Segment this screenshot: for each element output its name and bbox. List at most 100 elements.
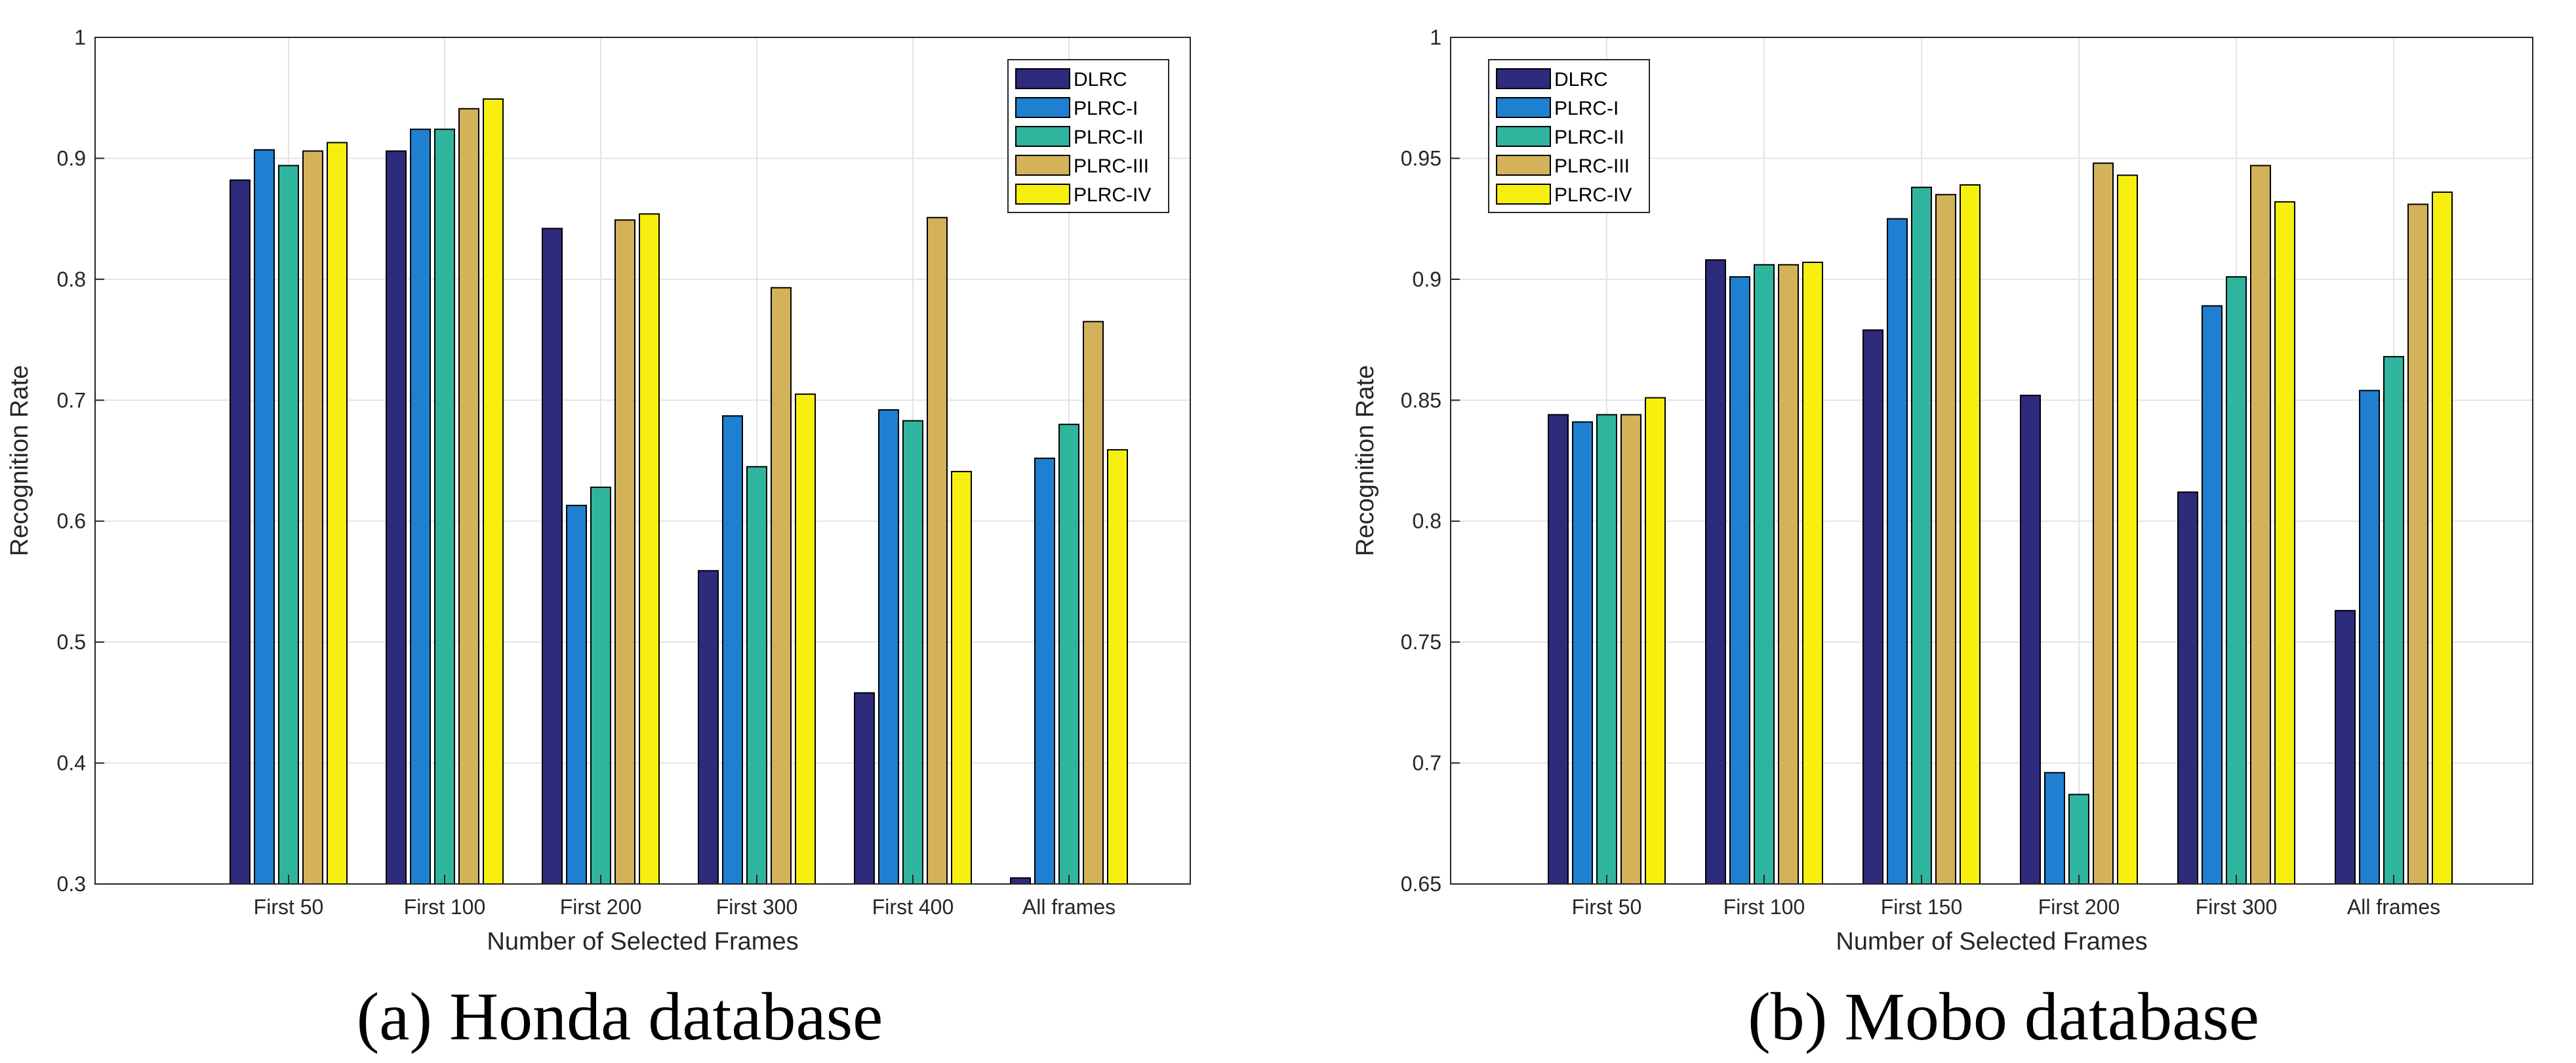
y-tick-label: 0.5	[57, 630, 86, 654]
legend: DLRC PLRC-I PLRC-II PLRC-III PLRC-IV	[1007, 59, 1169, 213]
legend-label-dlrc: DLRC	[1554, 69, 1608, 90]
x-axis-title: Number of Selected Frames	[487, 928, 798, 955]
bar-plrc-iii-first-300	[2250, 165, 2271, 885]
bar-dlrc-first-100	[386, 150, 407, 885]
chart-honda: 0.3 0.4 0.5 0.6 0.7 0.8 0.9 1 First 50 First 100 F…	[6, 26, 1191, 955]
bar-plrc-iv-first-150	[1960, 184, 1981, 885]
bar-plrc-iii-first-300	[771, 287, 792, 885]
x-tick-label: First 150	[1881, 895, 1962, 919]
bar-dlrc-first-200	[542, 228, 563, 885]
bar-plrc-iv-first-50	[1645, 397, 1666, 885]
x-tick-label: First 300	[2196, 895, 2277, 919]
x-tick-label: First 200	[2038, 895, 2120, 919]
bar-plrc-iv-first-200	[639, 213, 660, 885]
bar-dlrc-first-150	[1862, 329, 1883, 885]
legend-label-plrc-i: PLRC-I	[1554, 98, 1619, 119]
y-tick-label: 0.95	[1401, 146, 1441, 170]
bar-dlrc-first-300	[698, 570, 719, 885]
bar-plrc-iii-first-100	[1778, 264, 1799, 885]
bar-plrc-ii-all-frames	[2383, 355, 2404, 885]
bar-plrc-iv-first-300	[795, 393, 816, 885]
bar-plrc-iv-all-frames	[2432, 191, 2453, 885]
bar-plrc-iii-first-200	[2093, 162, 2114, 885]
axes-box	[94, 37, 1191, 885]
x-tick-label: First 300	[716, 895, 797, 919]
y-tick-label: 0.9	[57, 146, 86, 170]
bar-plrc-iii-all-frames	[2407, 203, 2428, 885]
y-tick-label: 0.7	[1413, 752, 1441, 775]
caption-honda: (a) Honda database	[357, 979, 883, 1054]
y-tick-label: 0.3	[57, 872, 86, 896]
bar-plrc-ii-first-300	[746, 466, 767, 885]
legend-swatch-plrc-ii	[1015, 126, 1070, 147]
bar-plrc-iv-all-frames	[1107, 449, 1128, 885]
x-tick-label: First 50	[1572, 895, 1642, 919]
legend-swatch-plrc-iv	[1015, 184, 1070, 205]
caption-mobo: (b) Mobo database	[1748, 979, 2259, 1054]
bar-plrc-i-first-150	[1887, 218, 1908, 885]
bar-plrc-i-first-50	[1572, 421, 1593, 885]
x-tick-label: All frames	[1022, 895, 1116, 919]
bar-plrc-ii-first-150	[1911, 186, 1932, 885]
legend-label-plrc-iii: PLRC-III	[1554, 155, 1630, 177]
y-tick-label: 0.65	[1401, 872, 1441, 896]
bar-plrc-iii-first-400	[927, 216, 948, 885]
bar-plrc-i-first-200	[566, 504, 587, 885]
legend-swatch-plrc-iii	[1015, 155, 1070, 176]
y-tick-label: 0.85	[1401, 388, 1441, 412]
bar-plrc-ii-first-50	[1596, 414, 1617, 885]
legend-swatch-dlrc	[1496, 68, 1551, 89]
x-tick-label: First 400	[872, 895, 954, 919]
x-tick-label: All frames	[2347, 895, 2440, 919]
y-tick-label: 0.6	[57, 510, 86, 533]
bar-dlrc-first-400	[854, 692, 875, 885]
bar-plrc-iii-first-50	[1620, 414, 1641, 885]
y-tick-label: 0.9	[1413, 268, 1441, 291]
y-axis-title: Recognition Rate	[1352, 365, 1379, 557]
bar-plrc-i-first-300	[722, 415, 743, 885]
y-tick-label: 1	[74, 26, 86, 49]
bar-dlrc-all-frames	[2335, 610, 2356, 885]
bar-plrc-iv-first-50	[327, 142, 348, 885]
bar-plrc-i-first-50	[254, 149, 275, 885]
legend-label-plrc-i: PLRC-I	[1074, 98, 1138, 119]
bar-dlrc-first-50	[1548, 414, 1569, 885]
bar-plrc-iv-first-400	[951, 471, 972, 885]
x-tick-label: First 100	[404, 895, 485, 919]
legend-label-plrc-iv: PLRC-IV	[1074, 184, 1151, 206]
bar-dlrc-first-100	[1705, 259, 1726, 885]
legend-label-dlrc: DLRC	[1074, 69, 1127, 90]
legend-swatch-plrc-i	[1015, 97, 1070, 118]
axes-box	[1450, 37, 2533, 885]
bar-plrc-i-first-100	[1729, 276, 1750, 885]
bar-dlrc-first-300	[2177, 491, 2198, 885]
x-tick-label: First 200	[560, 895, 641, 919]
bar-plrc-iv-first-300	[2274, 201, 2295, 885]
x-axis-title: Number of Selected Frames	[1836, 928, 2147, 955]
bar-plrc-ii-first-200	[590, 487, 611, 885]
bar-plrc-iii-first-100	[458, 108, 479, 885]
bar-plrc-iii-first-50	[302, 150, 323, 885]
bar-dlrc-all-frames	[1010, 877, 1031, 885]
legend-label-plrc-iv: PLRC-IV	[1554, 184, 1632, 206]
bar-plrc-i-first-100	[410, 129, 431, 885]
legend: DLRC PLRC-I PLRC-II PLRC-III PLRC-IV	[1488, 59, 1650, 213]
bar-plrc-ii-first-400	[902, 420, 923, 885]
y-tick-label: 0.7	[57, 388, 86, 412]
bar-plrc-ii-first-300	[2226, 276, 2247, 885]
x-tick-label: First 50	[254, 895, 324, 919]
y-tick-label: 0.8	[1413, 510, 1441, 533]
bar-plrc-i-all-frames	[2359, 390, 2380, 885]
bar-plrc-ii-first-100	[1754, 264, 1775, 885]
bar-plrc-iv-first-100	[1802, 262, 1823, 885]
legend-swatch-plrc-iv	[1496, 184, 1551, 205]
y-tick-label: 0.8	[57, 268, 86, 291]
bar-plrc-iv-first-200	[2117, 174, 2138, 885]
bar-plrc-ii-first-50	[278, 165, 299, 885]
bar-plrc-iii-all-frames	[1083, 321, 1104, 885]
bar-plrc-ii-all-frames	[1058, 424, 1079, 885]
legend-swatch-plrc-i	[1496, 97, 1551, 118]
bar-plrc-iii-first-200	[614, 219, 635, 885]
legend-swatch-plrc-ii	[1496, 126, 1551, 147]
